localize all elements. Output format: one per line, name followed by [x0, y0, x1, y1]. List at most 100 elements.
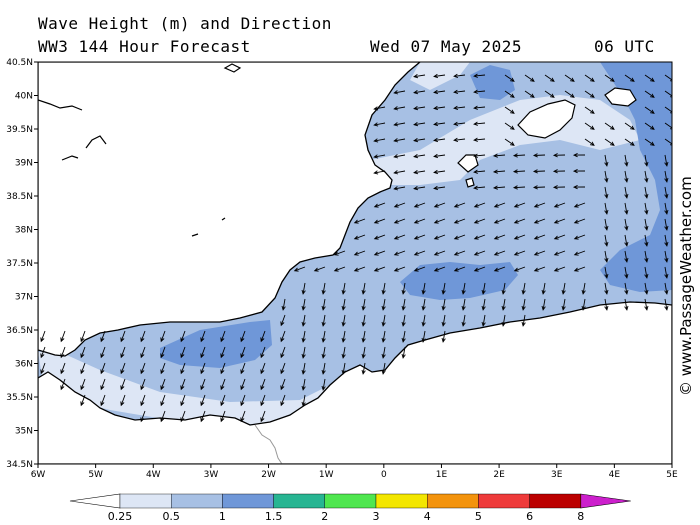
- coast-detail: [191, 233, 199, 237]
- direction-arrow: [373, 250, 386, 256]
- spain-land: [38, 62, 422, 357]
- lat-label: 40N: [15, 92, 33, 102]
- direction-arrow: [433, 73, 446, 79]
- colorbar-label: 2: [321, 510, 328, 523]
- colorbar-label: 8: [577, 510, 584, 523]
- latitude-axis: 40.5N 40N 39.5N 39N 38.5N 38N 37.5N 37N 36.5N 36N…: [6, 58, 38, 470]
- direction-arrow: [584, 122, 595, 130]
- direction-arrow: [301, 298, 306, 311]
- direction-arrow: [552, 185, 566, 190]
- direction-arrow: [573, 218, 586, 224]
- lon-label: 1E: [436, 470, 448, 480]
- direction-arrow: [664, 90, 672, 98]
- direction-arrow: [160, 346, 166, 359]
- direction-arrow: [453, 234, 466, 240]
- direction-arrow: [493, 250, 506, 256]
- direction-arrow: [100, 378, 106, 391]
- direction-arrow: [664, 266, 669, 279]
- direction-arrow: [473, 73, 486, 78]
- direction-arrow: [453, 250, 466, 256]
- direction-arrow: [644, 218, 649, 231]
- direction-arrow: [644, 74, 655, 82]
- direction-arrow: [644, 186, 649, 199]
- direction-arrow: [413, 234, 426, 240]
- direction-arrow: [624, 234, 629, 247]
- direction-arrow: [624, 218, 629, 231]
- direction-arrow: [200, 410, 206, 423]
- direction-arrow: [533, 234, 546, 240]
- lat-label: 35N: [15, 427, 33, 437]
- direction-arrow: [393, 266, 406, 272]
- watermark: © www.PassageWeather.com: [677, 176, 695, 396]
- lon-label: 3E: [551, 470, 563, 480]
- direction-arrow: [433, 137, 446, 143]
- direction-arrow: [573, 266, 586, 272]
- direction-arrow: [524, 90, 535, 98]
- lon-label: 3W: [204, 470, 219, 480]
- direction-arrow: [373, 154, 386, 159]
- direction-arrow: [160, 410, 166, 423]
- direction-arrow: [584, 138, 595, 146]
- lon-label: 2W: [261, 470, 276, 480]
- direction-arrow: [664, 218, 669, 231]
- direction-arrow: [280, 378, 286, 391]
- wave-zone-high: [400, 262, 518, 300]
- direction-arrow: [281, 298, 286, 311]
- direction-arrow: [553, 250, 566, 256]
- direction-arrow: [301, 378, 306, 391]
- direction-arrow: [453, 202, 466, 208]
- direction-arrow: [260, 394, 266, 407]
- direction-arrow: [280, 362, 286, 375]
- direction-arrow: [644, 170, 649, 183]
- direction-arrow: [473, 234, 486, 240]
- direction-arrow: [453, 137, 466, 143]
- colorbar-swatch: [170, 493, 223, 509]
- direction-arrow: [373, 218, 386, 224]
- direction-arrow: [413, 170, 426, 175]
- direction-arrow: [604, 298, 609, 311]
- direction-arrow: [353, 266, 366, 272]
- direction-arrow: [532, 169, 546, 174]
- direction-arrow: [333, 266, 346, 272]
- direction-arrow: [40, 330, 46, 343]
- direction-arrow: [180, 410, 186, 423]
- direction-arrow: [280, 314, 286, 327]
- direction-arrow: [501, 314, 506, 327]
- direction-arrow: [604, 74, 615, 82]
- direction-arrow: [644, 202, 649, 215]
- direction-arrow: [321, 282, 326, 295]
- direction-arrow: [573, 202, 586, 208]
- direction-arrow: [301, 330, 306, 343]
- direction-arrow: [624, 202, 629, 215]
- direction-arrow: [513, 202, 526, 208]
- direction-arrow: [561, 298, 566, 311]
- direction-arrow: [501, 298, 506, 311]
- lat-label: 36N: [15, 360, 33, 370]
- colorbar-label: 6: [526, 510, 533, 523]
- colorbar-swatch: [478, 493, 530, 509]
- direction-arrow: [664, 74, 672, 82]
- colorbar: 0.25 0.5 1 1.5 2 3 4 5 6 8: [69, 493, 631, 523]
- direction-arrow: [240, 410, 246, 423]
- direction-arrow: [433, 250, 446, 256]
- direction-arrow: [604, 234, 609, 247]
- direction-arrow: [553, 234, 566, 240]
- direction-arrow: [280, 394, 286, 407]
- direction-arrow: [240, 346, 246, 359]
- direction-arrow: [180, 378, 186, 391]
- direction-arrow: [544, 74, 555, 82]
- direction-arrow: [624, 170, 629, 183]
- direction-arrow: [321, 378, 326, 391]
- direction-arrow: [533, 250, 546, 256]
- direction-arrow: [513, 218, 526, 224]
- direction-arrow: [512, 185, 526, 190]
- direction-arrow: [624, 282, 629, 295]
- direction-arrow: [240, 362, 246, 375]
- direction-arrow: [604, 202, 609, 215]
- direction-arrow: [453, 73, 466, 79]
- direction-arrow: [361, 282, 366, 295]
- wave-direction-arrows: [40, 73, 672, 423]
- direction-arrow: [60, 362, 66, 375]
- wave-zone-high: [160, 320, 272, 368]
